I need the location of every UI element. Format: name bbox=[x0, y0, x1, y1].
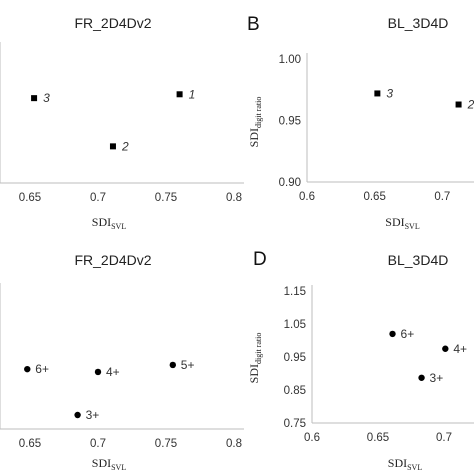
data-point bbox=[418, 374, 425, 381]
x-axis-title: SDISVL bbox=[385, 215, 420, 231]
x-axis-title: SDISVL bbox=[92, 456, 127, 472]
data-point bbox=[455, 101, 462, 108]
data-point-label: 5+ bbox=[181, 358, 195, 372]
x-axis-title-subscript: SVL bbox=[405, 222, 420, 231]
x-axis-title: SDISVL bbox=[388, 456, 423, 472]
y-axis-title: SDIdigit ratio bbox=[247, 333, 263, 384]
chart-panel-1: FR_2D4Dv2 0.65 0.7 0.75 0.8 SDISVL 3 1 2 bbox=[0, 15, 244, 231]
y-tick-label: 1.05 bbox=[284, 319, 306, 331]
data-point bbox=[31, 95, 38, 102]
data-point-label: 3 bbox=[43, 91, 50, 105]
x-axis-title-main: SDI bbox=[385, 215, 404, 229]
data-point bbox=[389, 330, 396, 338]
x-axis-title-main: SDI bbox=[92, 456, 111, 470]
y-tick-label: 0.75 bbox=[284, 418, 306, 430]
x-tick-label: 0.8 bbox=[226, 438, 242, 450]
chart-title: FR_2D4Dv2 bbox=[74, 252, 151, 268]
y-axis-title-main: SDI bbox=[247, 364, 261, 383]
panel-letter: B bbox=[247, 14, 260, 35]
data-point-label: 4+ bbox=[453, 342, 467, 356]
data-point bbox=[374, 90, 381, 97]
y-axis-title-subscript: digit ratio bbox=[254, 333, 263, 364]
y-axis-title-main: SDI bbox=[247, 128, 261, 147]
y-axis-title: SDIdigit ratio bbox=[247, 97, 263, 148]
data-point bbox=[442, 345, 449, 352]
y-tick-label: 0.95 bbox=[284, 352, 306, 364]
x-axis-title: SDISVL bbox=[92, 215, 127, 231]
x-tick-label: 0.8 bbox=[226, 192, 242, 204]
y-tick-label: 1.15 bbox=[284, 286, 306, 298]
x-tick-label: 0.6 bbox=[299, 191, 315, 203]
x-tick-label: 0.65 bbox=[363, 191, 385, 203]
chart-title: BL_3D4D bbox=[388, 15, 449, 31]
y-tick-label: 1.00 bbox=[279, 54, 301, 66]
y-axis-title-subscript: digit ratio bbox=[254, 97, 263, 128]
x-tick-label: 0.7 bbox=[90, 192, 106, 204]
data-point-label: 6+ bbox=[401, 327, 415, 341]
x-tick-label: 0.65 bbox=[367, 432, 389, 444]
chart-title: BL_3D4D bbox=[388, 252, 449, 268]
x-tick-label: 0.7 bbox=[434, 191, 450, 203]
x-axis-title-main: SDI bbox=[388, 456, 407, 470]
data-point bbox=[109, 143, 116, 150]
x-axis-title-subscript: SVL bbox=[407, 463, 422, 472]
y-tick-label: 0.85 bbox=[284, 385, 306, 397]
data-point-label: 2 bbox=[467, 98, 474, 112]
data-point-label: 6+ bbox=[35, 362, 49, 376]
data-point-label: 3 bbox=[386, 86, 393, 100]
x-tick-label: 0.65 bbox=[19, 438, 41, 450]
x-tick-label: 0.75 bbox=[155, 192, 177, 204]
x-tick-label: 0.7 bbox=[436, 432, 452, 444]
data-point bbox=[74, 411, 81, 419]
data-point-label: 3+ bbox=[86, 408, 100, 422]
x-axis-title-subscript: SVL bbox=[111, 222, 126, 231]
x-tick-label: 0.7 bbox=[90, 438, 106, 450]
panel-letter: D bbox=[253, 249, 267, 270]
data-point-label: 3+ bbox=[430, 371, 444, 385]
data-point bbox=[94, 368, 102, 376]
x-tick-label: 0.6 bbox=[304, 432, 320, 444]
data-point-label: 1 bbox=[189, 87, 196, 101]
data-point bbox=[169, 361, 176, 369]
x-tick-label: 0.75 bbox=[155, 438, 177, 450]
y-tick-label: 0.90 bbox=[279, 177, 301, 189]
data-point bbox=[24, 365, 31, 373]
y-tick-label: 0.95 bbox=[279, 116, 301, 128]
data-point bbox=[176, 91, 183, 98]
chart-panel-4: BL_3D4D D 0.6 0.65 0.7 0.75 0.85 0.95 1.05 1.15 SD… bbox=[247, 249, 474, 472]
x-axis-title-main: SDI bbox=[92, 215, 111, 229]
chart-panel-3: FR_2D4Dv2 0.65 0.7 0.75 0.8 SDISVL 6+ 4+ 5+ 3+ bbox=[0, 252, 244, 472]
x-tick-label: 0.65 bbox=[19, 192, 41, 204]
data-point-label: 2 bbox=[121, 139, 129, 153]
data-point-label: 4+ bbox=[106, 365, 120, 379]
x-axis-title-subscript: SVL bbox=[111, 463, 126, 472]
chart-title: FR_2D4Dv2 bbox=[74, 15, 151, 31]
